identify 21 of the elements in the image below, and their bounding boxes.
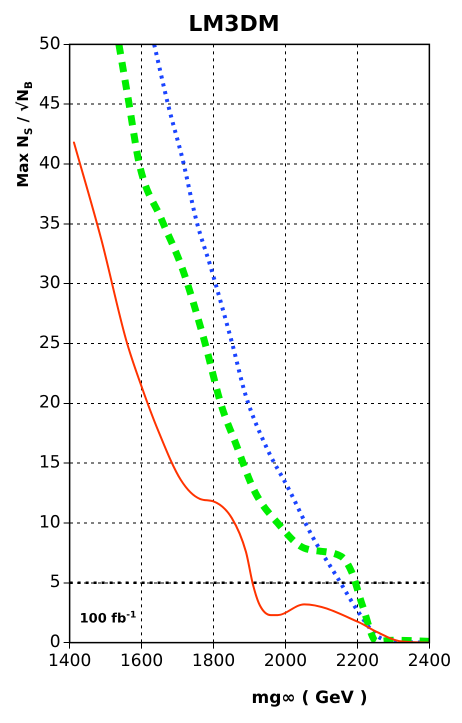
y-tick-label: 30: [38, 273, 61, 294]
x-tick-label: 2200: [336, 651, 380, 672]
line-series: [72, 142, 430, 643]
y-tick-label: 0: [50, 632, 61, 652]
y-tick-label: 10: [38, 512, 61, 532]
y-tick-label: 45: [38, 94, 61, 114]
y-tick-label: 15: [38, 452, 61, 473]
y-tick-label: 35: [38, 213, 61, 234]
y-tick-label: 5: [50, 572, 61, 592]
y-tick-label: 50: [38, 34, 61, 54]
y-tick-label: 20: [38, 392, 61, 413]
y-tick-label: 40: [38, 153, 61, 174]
x-tick-label: 1800: [192, 651, 236, 672]
chart-title: LM3DM: [188, 12, 280, 37]
x-tick-label: 2000: [264, 651, 308, 672]
x-axis-title: mg∞ ( GeV ): [252, 688, 368, 708]
x-tick-label: 2400: [408, 651, 451, 672]
x-tick-label: 1400: [48, 651, 92, 672]
y-axis-title: Max NS / √NB: [14, 81, 35, 188]
y-tick-label: 25: [38, 332, 61, 353]
x-tick-label: 1600: [120, 651, 164, 672]
